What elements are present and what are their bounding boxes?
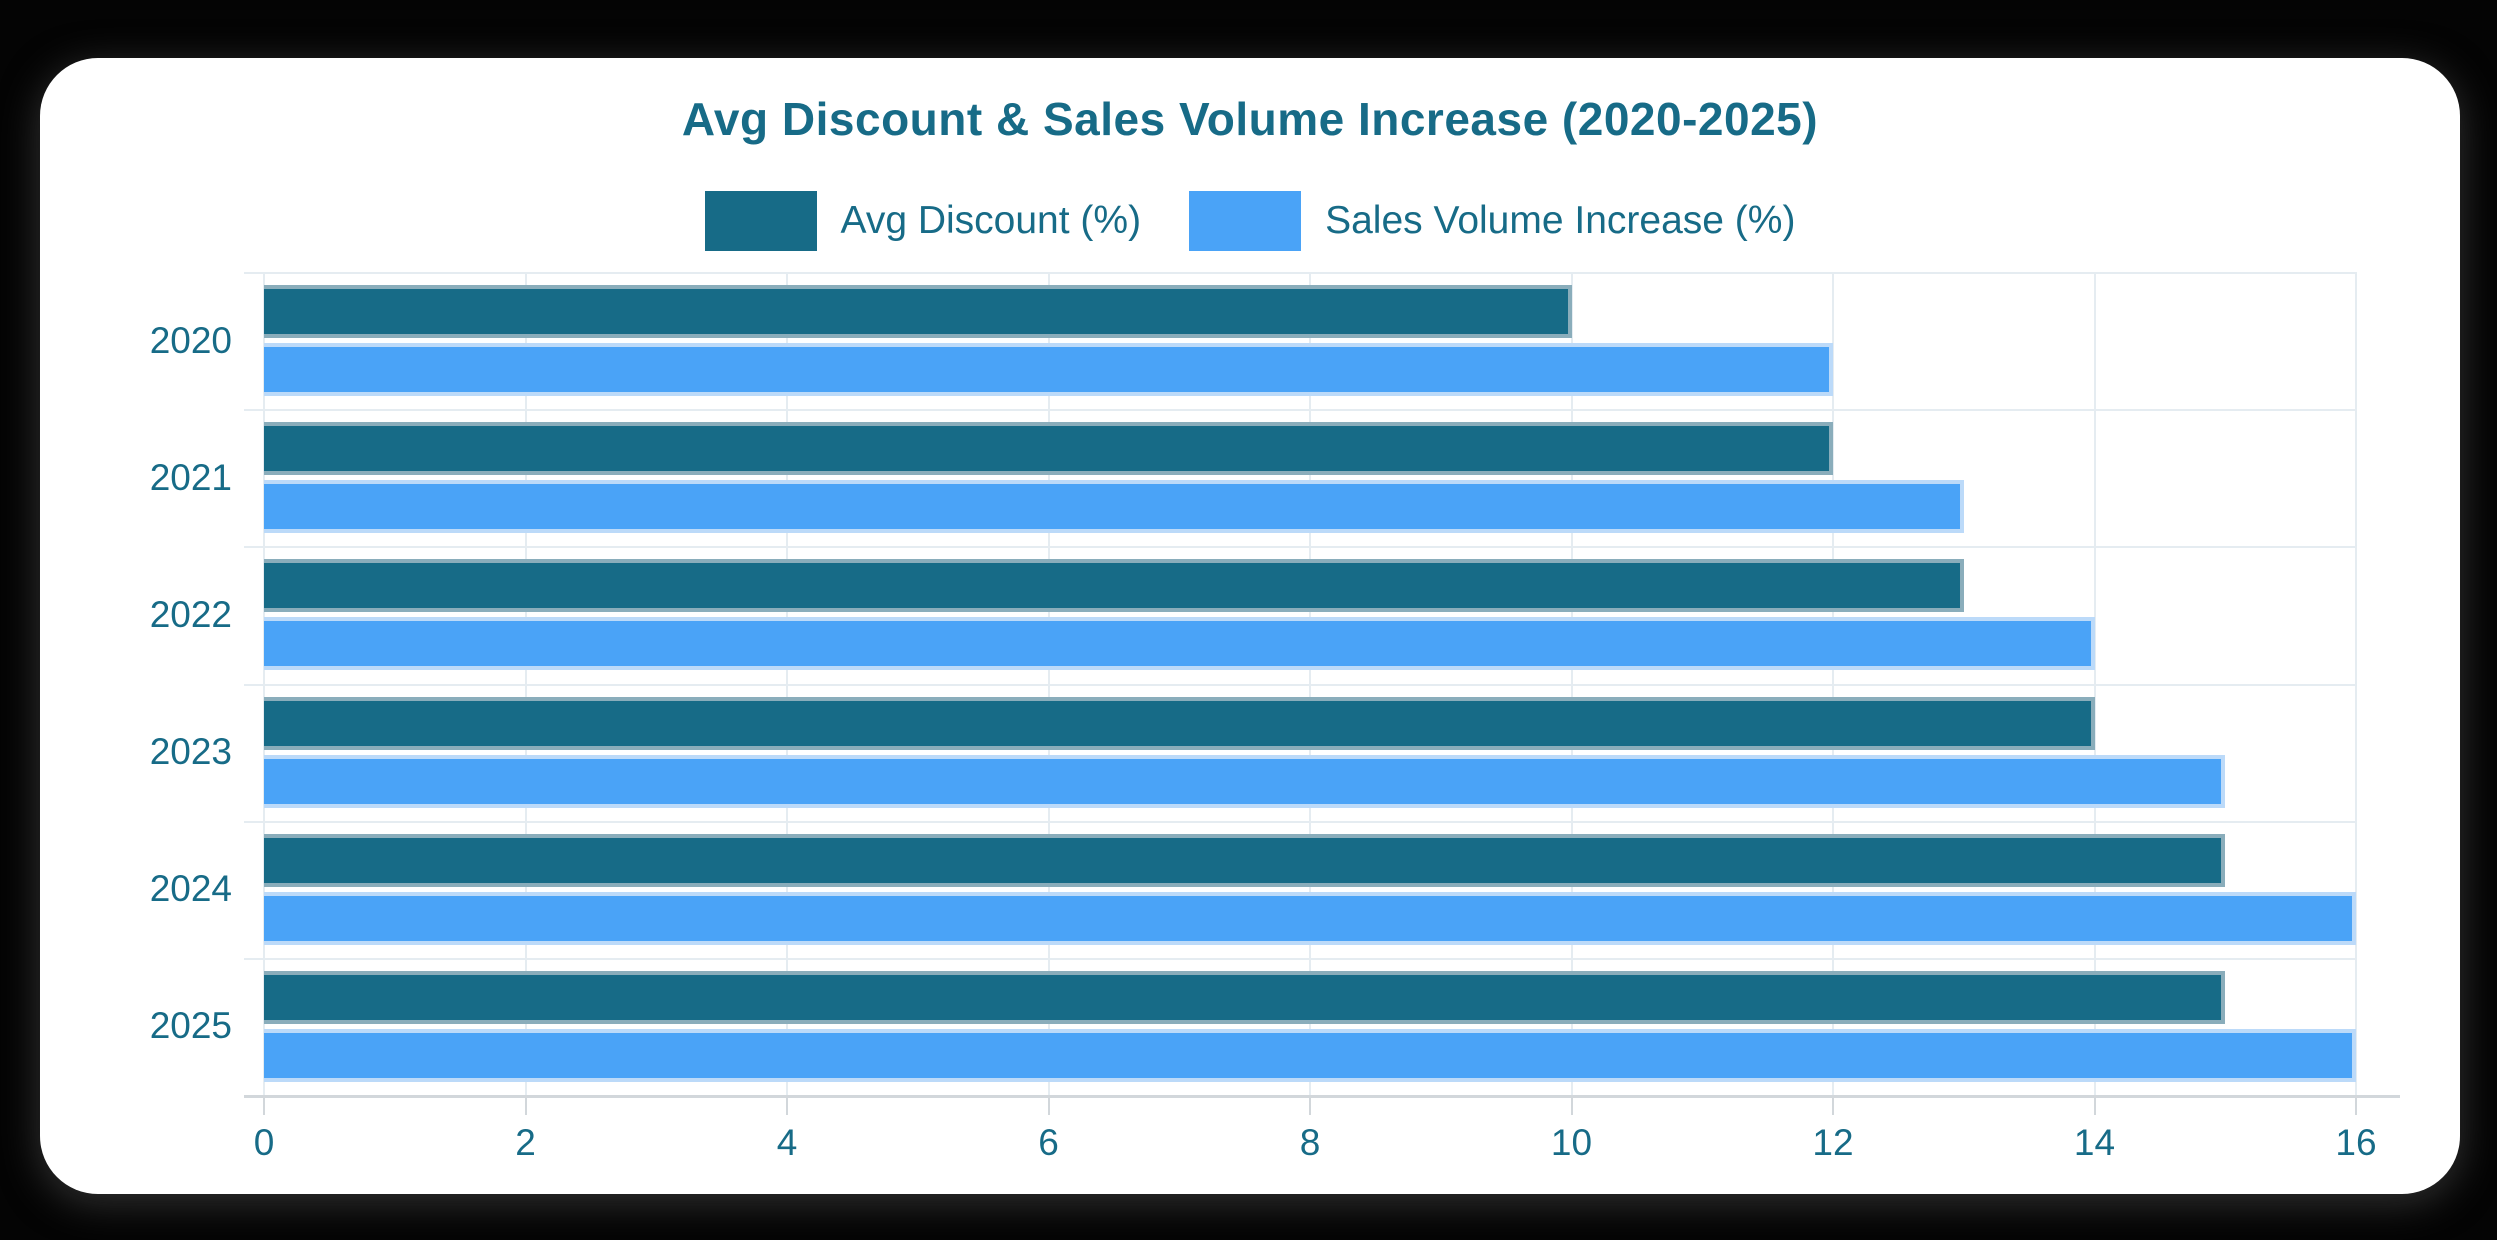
x-tickmark — [263, 1097, 265, 1115]
horizontal-gridline — [244, 957, 2356, 960]
bar-2020-sales-volume-increase — [264, 343, 1833, 396]
vertical-gridline — [2355, 272, 2357, 1095]
horizontal-gridline — [244, 409, 2356, 412]
x-tickmark — [1047, 1097, 1050, 1115]
bar-2025-avg-discount — [264, 970, 2226, 1024]
x-tickmark — [1832, 1097, 1834, 1115]
x-tickmark — [786, 1097, 788, 1115]
x-tickmark — [1309, 1097, 1311, 1115]
bar-2021-avg-discount — [264, 422, 1833, 476]
chart-card: Avg Discount & Sales Volume Increase (20… — [40, 58, 2460, 1194]
y-tick-label: 2024 — [149, 868, 232, 910]
bar-2022-sales-volume-increase — [264, 617, 2095, 671]
x-tick-label: 10 — [1550, 1122, 1593, 1163]
bar-2022-avg-discount — [264, 559, 1964, 613]
horizontal-gridline — [244, 820, 2356, 823]
x-tick-label: 0 — [253, 1122, 275, 1163]
legend-label-avg-discount: Avg Discount (%) — [840, 199, 1142, 242]
chart-title: Avg Discount & Sales Volume Increase (20… — [681, 93, 1819, 145]
x-axis-line — [244, 1095, 2400, 1098]
y-axis: 2020 2021 2022 2023 2024 2025 — [92, 272, 232, 1095]
legend-item-sales-volume-increase[interactable]: Sales Volume Increase (%) — [1189, 191, 1795, 251]
bar-2023-sales-volume-increase — [264, 754, 2226, 808]
legend-label-sales-volume-increase: Sales Volume Increase (%) — [1325, 199, 1796, 242]
horizontal-gridline — [244, 546, 2356, 549]
x-tickmark — [2355, 1097, 2357, 1115]
bar-2020-avg-discount — [264, 285, 1572, 338]
x-axis: 0 2 4 6 8 10 12 14 16 — [254, 1122, 2377, 1170]
horizontal-gridline — [244, 272, 2356, 274]
y-tick-label: 2023 — [149, 731, 232, 773]
legend-swatch-sales-volume-increase — [1189, 191, 1302, 251]
bar-2024-sales-volume-increase — [264, 891, 2356, 945]
legend: Avg Discount (%) Sales Volume Increase (… — [40, 191, 2460, 251]
y-tick-label: 2021 — [149, 456, 232, 498]
x-tick-label: 16 — [2335, 1122, 2377, 1163]
x-axis-tickmarks — [263, 1097, 2357, 1115]
y-tick-label: 2022 — [149, 593, 232, 635]
x-tick-label: 2 — [515, 1122, 536, 1163]
legend-swatch-avg-discount — [704, 191, 817, 251]
x-tick-label: 8 — [1299, 1122, 1321, 1163]
x-tick-label: 4 — [776, 1122, 798, 1163]
bar-2024-avg-discount — [264, 833, 2226, 887]
y-tick-label: 2025 — [149, 1005, 232, 1047]
legend-item-avg-discount[interactable]: Avg Discount (%) — [704, 191, 1142, 251]
x-tick-label: 14 — [2073, 1122, 2116, 1163]
bar-2023-avg-discount — [264, 696, 2095, 750]
x-tickmark — [1570, 1097, 1573, 1115]
x-tickmark — [2093, 1097, 2096, 1115]
plot-area — [244, 272, 2357, 1095]
x-tick-label: 6 — [1038, 1122, 1059, 1163]
bar-2025-sales-volume-increase — [264, 1028, 2356, 1082]
x-tick-label: 12 — [1812, 1122, 1854, 1163]
x-tickmark — [524, 1097, 527, 1115]
y-tick-label: 2020 — [149, 319, 232, 361]
bar-2021-sales-volume-increase — [264, 480, 1964, 534]
horizontal-gridline — [244, 683, 2356, 686]
